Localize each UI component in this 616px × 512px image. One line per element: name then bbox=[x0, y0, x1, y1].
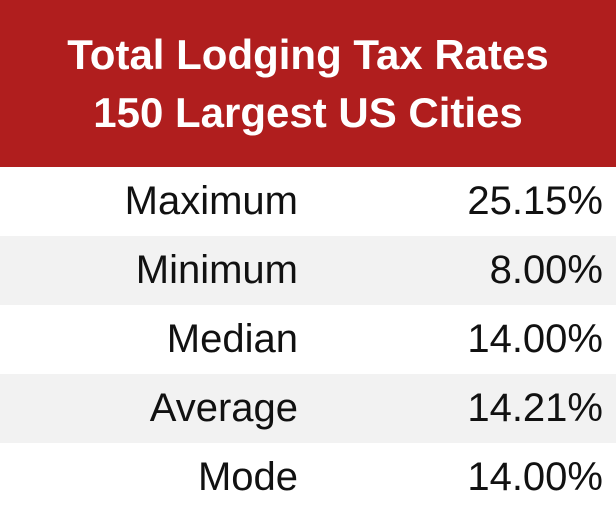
row-label: Mode bbox=[197, 455, 298, 499]
table-row: Maximum 25.15% bbox=[0, 167, 616, 236]
header: Total Lodging Tax Rates 150 Largest US Ci… bbox=[0, 0, 616, 167]
row-value: 14.00% bbox=[467, 317, 603, 361]
row-label: Average bbox=[149, 386, 298, 430]
table-row: Minimum 8.00% bbox=[0, 236, 616, 305]
title-line: 150 Largest US Cities bbox=[93, 88, 523, 136]
title-line: Total Lodging Tax Rates bbox=[67, 30, 549, 78]
row-value: 8.00% bbox=[489, 248, 603, 292]
row-value: 14.00% bbox=[467, 455, 603, 499]
table: Maximum 25.15% Minimum 8.00% Median 14.00% Ave… bbox=[0, 167, 616, 512]
row-label: Median bbox=[166, 317, 298, 361]
table-row: Mode 14.00% bbox=[0, 443, 616, 512]
row-label: Maximum bbox=[124, 179, 298, 223]
row-label: Minimum bbox=[135, 248, 298, 292]
row-value: 25.15% bbox=[467, 179, 603, 223]
table-row: Median 14.00% bbox=[0, 305, 616, 374]
row-value: 14.21% bbox=[467, 386, 603, 430]
table-row: Average 14.21% bbox=[0, 374, 616, 443]
